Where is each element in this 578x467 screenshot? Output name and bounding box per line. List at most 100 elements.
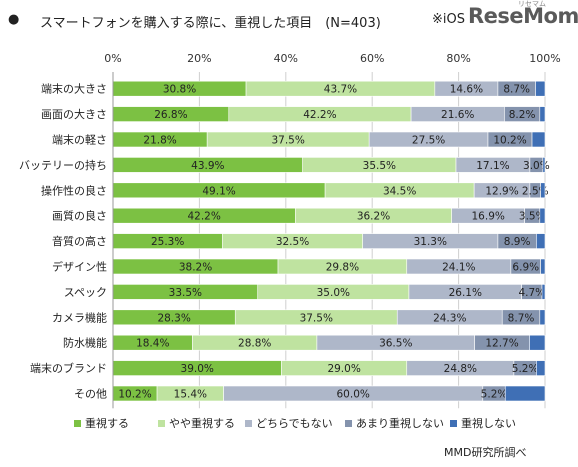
x-tick-label: 100% xyxy=(529,52,560,65)
data-label: 8.9% xyxy=(504,236,531,248)
data-label: 39.0% xyxy=(181,363,214,375)
data-label: 3.0% xyxy=(523,160,550,172)
data-label: 35.0% xyxy=(317,287,350,299)
bar-segment xyxy=(536,360,546,376)
data-label: 24.1% xyxy=(442,262,475,274)
data-label: 27.5% xyxy=(412,135,445,147)
bar-segment xyxy=(542,157,546,173)
title-bullet: ● xyxy=(8,12,20,27)
data-label: 21.6% xyxy=(441,109,474,121)
x-tick-label: 60% xyxy=(360,52,384,65)
bar-segment xyxy=(541,284,546,300)
data-label: 10.2% xyxy=(118,389,151,401)
category-label: スペック xyxy=(64,286,107,299)
bar-segment xyxy=(535,80,546,97)
x-tick-label: 0% xyxy=(104,52,121,65)
legend-label: やや重視する xyxy=(169,416,235,430)
chart-title-row: ● スマートフォンを購入する際に、重視した項目 (N=403) ※iOS xyxy=(6,12,572,32)
resemom-logo: リセマム ReseMom xyxy=(468,0,578,34)
data-label: 14.6% xyxy=(450,84,483,96)
category-label: カメラ機能 xyxy=(52,310,107,324)
legend-label: あまり重視しない xyxy=(356,416,444,430)
data-label: 26.8% xyxy=(154,109,187,121)
data-label: 49.1% xyxy=(202,185,235,197)
data-label: 33.5% xyxy=(169,287,202,299)
data-label: 5.2% xyxy=(481,389,508,401)
legend-swatch xyxy=(450,420,457,427)
data-label: 8.2% xyxy=(509,109,536,121)
bar-segment xyxy=(539,106,546,122)
legend-label: どちらでもない xyxy=(256,417,333,430)
data-label: 28.3% xyxy=(157,312,190,324)
data-label: 15.4% xyxy=(174,389,207,401)
legend-swatch xyxy=(74,420,81,427)
category-label: デザイン性 xyxy=(52,260,107,274)
data-label: 36.5% xyxy=(379,338,412,350)
bar-segment xyxy=(539,207,546,224)
chart-title: スマートフォンを購入する際に、重視した項目 (N=403) xyxy=(40,16,381,31)
category-label: 端末のブランド xyxy=(30,361,107,375)
data-label: 12.9% xyxy=(485,185,518,197)
data-label: 28.8% xyxy=(238,338,271,350)
bar-segment xyxy=(531,131,546,148)
data-label: 37.5% xyxy=(271,135,304,147)
legend-swatch xyxy=(158,420,165,427)
bar-segment xyxy=(540,258,546,275)
data-label: 43.9% xyxy=(191,160,224,172)
data-label: 17.1% xyxy=(476,160,509,172)
data-label: 8.7% xyxy=(503,84,530,96)
category-label: 画質の良さ xyxy=(52,209,107,223)
data-label: 43.7% xyxy=(324,84,357,96)
category-label: バッテリーの持ち xyxy=(19,158,107,172)
bar-segment xyxy=(539,309,546,326)
x-tick-label: 40% xyxy=(274,52,298,65)
data-label: 8.7% xyxy=(508,312,535,324)
data-label: 42.2% xyxy=(303,109,336,121)
legend-swatch xyxy=(245,420,252,427)
data-label: 34.5% xyxy=(383,185,416,197)
data-label: 37.5% xyxy=(300,312,333,324)
chart-note: ※iOS xyxy=(432,12,465,27)
data-label: 6.9% xyxy=(512,262,539,274)
category-label: 防水機能 xyxy=(63,336,107,350)
bar-segment xyxy=(540,182,546,199)
bar-segment xyxy=(536,233,546,249)
legend-label: 重視する xyxy=(85,416,129,430)
data-label: 31.3% xyxy=(414,236,447,248)
data-label: 10.2% xyxy=(493,135,526,147)
category-label: 端末の軽さ xyxy=(52,133,107,147)
data-label: 36.2% xyxy=(357,211,390,223)
data-label: 26.1% xyxy=(449,287,482,299)
category-label: 画面の大きさ xyxy=(41,107,107,121)
data-label: 38.2% xyxy=(179,262,212,274)
legend-label: 重視しない xyxy=(461,416,516,430)
category-label: 操作性の良さ xyxy=(41,183,107,197)
data-label: 29.0% xyxy=(327,363,360,375)
data-label: 29.8% xyxy=(326,262,359,274)
data-label: 21.8% xyxy=(143,135,176,147)
bar-segment xyxy=(529,334,546,351)
data-label: 18.4% xyxy=(136,338,169,350)
category-label: 音質の高さ xyxy=(52,234,107,248)
logo-text: ReseMom xyxy=(468,4,578,28)
data-label: 12.7% xyxy=(485,338,518,350)
bar-segment xyxy=(504,385,546,402)
source-note: MMD研究所調べ xyxy=(444,446,527,459)
data-label: 42.2% xyxy=(187,211,220,223)
x-tick-label: 80% xyxy=(446,52,470,65)
data-label: 24.3% xyxy=(433,312,466,324)
category-label: 端末の大きさ xyxy=(41,82,107,96)
data-label: 16.9% xyxy=(472,211,505,223)
data-label: 24.8% xyxy=(444,363,477,375)
data-label: 5.2% xyxy=(512,363,539,375)
data-label: 3.5% xyxy=(519,211,546,223)
x-tick-label: 20% xyxy=(187,52,211,65)
legend-swatch xyxy=(345,420,352,427)
data-label: 30.8% xyxy=(163,84,196,96)
logo-kana: リセマム xyxy=(518,0,546,8)
data-label: 25.3% xyxy=(151,236,184,248)
data-label: 60.0% xyxy=(337,389,370,401)
data-label: 4.7% xyxy=(518,287,545,299)
data-label: 35.5% xyxy=(363,160,396,172)
